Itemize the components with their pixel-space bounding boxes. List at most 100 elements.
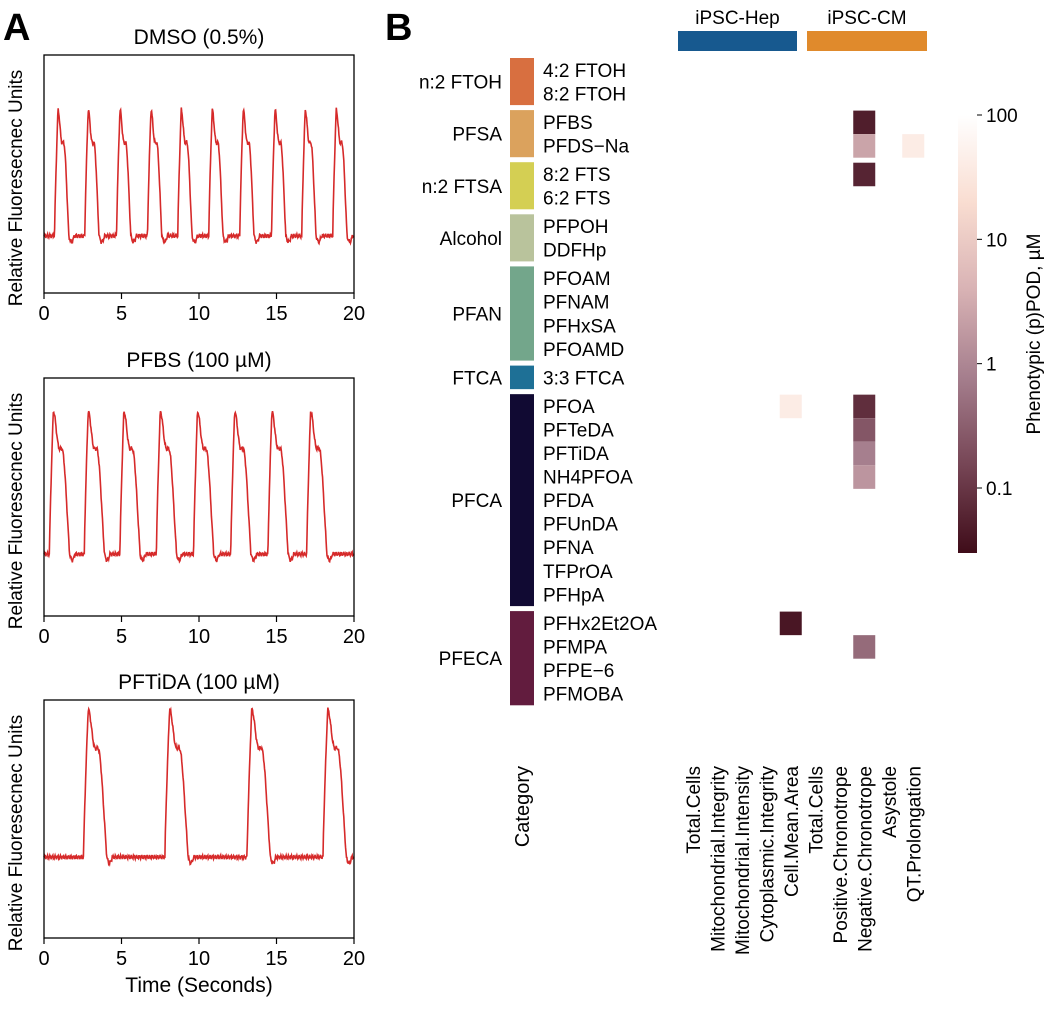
category-label: n:2 FTOH xyxy=(419,73,502,94)
x-tick-label: 10 xyxy=(188,303,210,325)
chemical-label: 8:2 FTS xyxy=(543,165,611,186)
heatmap-cell xyxy=(853,134,876,158)
trace-title-pftida: PFTiDA (100 µM) xyxy=(118,671,280,694)
chemical-label: PFNAM xyxy=(543,293,610,314)
y-axis-label: Relative Fluoresecnec Units xyxy=(6,715,27,952)
chemical-label: TFPrOA xyxy=(543,562,613,583)
colorbar-label: Phenotypic (p)POD, µM xyxy=(1024,233,1045,434)
colorbar: 100 10 1 0.1 Phenotypic (p)POD, µM xyxy=(958,106,1045,553)
category-label: PFECA xyxy=(439,649,503,670)
x-tick-label: 5 xyxy=(116,303,127,325)
column-label: Asystole xyxy=(880,766,901,838)
x-axis-label: Time (Seconds) xyxy=(125,974,272,997)
x-tick-label: 15 xyxy=(265,948,287,970)
chemical-label: PFPOH xyxy=(543,217,608,238)
group-label-ipsc-hep: iPSC-Hep xyxy=(695,8,779,29)
chemical-label: DDFHp xyxy=(543,241,606,262)
chemical-label: PFUnDA xyxy=(543,515,618,536)
panel-label-a: A xyxy=(3,7,30,49)
x-tick-label: 10 xyxy=(188,626,210,648)
group-label-ipsc-cm: iPSC-CM xyxy=(827,8,906,29)
colorbar-tick-label: 10 xyxy=(986,230,1007,251)
x-tick-label: 0 xyxy=(38,303,49,325)
column-label: Mitochondrial.Integrity xyxy=(708,766,729,952)
chemical-label: 4:2 FTOH xyxy=(543,61,626,82)
trace-line-pftida xyxy=(43,706,355,867)
trace-axes-frame xyxy=(43,54,355,294)
x-tick-label: 15 xyxy=(265,303,287,325)
chemical-label: PFHxSA xyxy=(543,316,616,337)
column-label: Total.Cells xyxy=(806,766,827,854)
column-label: Total.Cells xyxy=(684,766,705,854)
chemical-label: PFOAMD xyxy=(543,340,624,361)
category-bar-pfeca xyxy=(510,611,534,706)
category-axis-label: Category xyxy=(512,766,534,847)
chemical-label: 6:2 FTS xyxy=(543,189,611,210)
x-tick-label: 20 xyxy=(343,303,365,325)
trace-title-dmso: DMSO (0.5%) xyxy=(134,26,265,49)
heatmap-cell xyxy=(853,635,876,659)
chemical-label: PFHpA xyxy=(543,585,605,606)
column-label: Cell.Mean.Area xyxy=(782,766,803,897)
colorbar-gradient xyxy=(958,115,977,553)
chemical-label: PFDA xyxy=(543,491,594,512)
category-bar-pfca xyxy=(510,394,534,607)
column-label: Mitochondrial.Intensity xyxy=(733,766,754,956)
column-label: Cytoplasmic.Integrity xyxy=(757,766,778,943)
heatmap-cell xyxy=(779,611,802,636)
colorbar-tick-label: 100 xyxy=(986,106,1018,127)
x-tick-label: 10 xyxy=(188,948,210,970)
chemical-label: PFTiDA xyxy=(543,444,609,465)
heatmap-cell xyxy=(853,110,876,135)
chemical-label: PFOA xyxy=(543,397,595,418)
category-bar-n-2-ftoh xyxy=(510,58,534,106)
trace-panel-dmso: DMSO (0.5%) 0 5 10 15 20 Relative Fluoresecnec… xyxy=(6,26,365,325)
column-label: QT.Prolongation xyxy=(904,766,925,902)
chemical-label: PFBS xyxy=(543,113,593,134)
x-tick-label: 20 xyxy=(343,626,365,648)
heatmap-cell xyxy=(853,441,876,466)
trace-panel-pfbs: PFBS (100 µM) 0 5 10 15 20 Relative Fluoresecn… xyxy=(6,349,365,648)
chemical-label: PFMPA xyxy=(543,637,607,658)
column-label: Negative.Chronotrope xyxy=(855,766,876,952)
colorbar-tick-label: 0.1 xyxy=(986,479,1012,500)
colorbar-tick-label: 1 xyxy=(986,355,997,376)
chemical-label: PFOAM xyxy=(543,269,611,290)
chemical-label: PFMOBA xyxy=(543,685,624,706)
x-tick-label: 20 xyxy=(343,948,365,970)
category-label: FTCA xyxy=(452,368,502,389)
y-axis-label: Relative Fluoresecnec Units xyxy=(6,393,27,630)
category-label: n:2 FTSA xyxy=(422,177,503,198)
trace-axes-frame xyxy=(43,699,355,939)
heatmap-cell xyxy=(853,418,876,442)
group-bar-ipsc-hep xyxy=(678,31,797,51)
x-tick-label: 15 xyxy=(265,626,287,648)
category-bar-pfan xyxy=(510,266,534,361)
x-tick-label: 0 xyxy=(38,948,49,970)
chemical-label: 8:2 FTOH xyxy=(543,84,626,105)
trace-title-pfbs: PFBS (100 µM) xyxy=(126,349,271,372)
heatmap-cell xyxy=(902,134,925,158)
category-bar-n-2-ftsa xyxy=(510,162,534,210)
chemical-label: PFTeDA xyxy=(543,420,614,441)
heatmap-cell xyxy=(853,162,876,187)
chemical-label: PFHx2Et2OA xyxy=(543,614,657,635)
heatmap-cell xyxy=(853,465,876,489)
x-tick-label: 0 xyxy=(38,626,49,648)
trace-panel-pftida: PFTiDA (100 µM) 0 5 10 15 20 Relative Fluorese… xyxy=(6,671,365,997)
trace-line-pfbs xyxy=(43,410,355,564)
category-bar-alcohol xyxy=(510,214,534,262)
panel-label-b: B xyxy=(385,7,412,49)
chemical-label: PFNA xyxy=(543,538,594,559)
category-label: PFCA xyxy=(451,491,502,512)
chemical-label: PFDS−Na xyxy=(543,136,629,157)
trace-line-dmso xyxy=(43,106,355,246)
chemical-label: PFPE−6 xyxy=(543,661,614,682)
heatmap-cell xyxy=(853,394,876,419)
chemical-label: 3:3 FTCA xyxy=(543,368,625,389)
category-bar-ftca xyxy=(510,365,534,390)
x-tick-label: 5 xyxy=(116,626,127,648)
group-bar-ipsc-cm xyxy=(807,31,927,51)
